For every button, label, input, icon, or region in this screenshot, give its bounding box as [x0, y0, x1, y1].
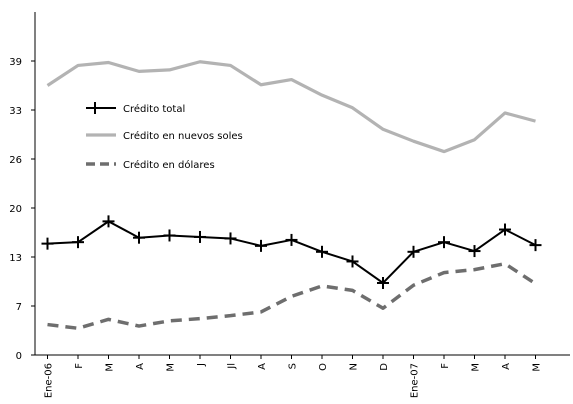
x-tick-label: M — [471, 363, 482, 372]
legend: Crédito total Crédito en nuevos soles Créd… — [86, 102, 243, 171]
legend-item-1: Crédito en nuevos soles — [86, 130, 243, 142]
data-point-marker — [438, 236, 450, 249]
legend-label: Crédito total — [123, 103, 185, 115]
data-point-marker — [346, 255, 359, 268]
data-point-marker — [468, 245, 481, 258]
data-point-marker — [529, 239, 542, 252]
legend-label: Crédito en dólares — [123, 159, 215, 171]
data-point-marker — [316, 245, 328, 258]
x-tick-label: A — [135, 363, 146, 370]
x-tick-label: A — [257, 363, 268, 370]
y-tick-label: 26 — [9, 155, 22, 166]
legend-label: Crédito en nuevos soles — [123, 130, 243, 142]
y-tick-label: 0 — [16, 351, 22, 362]
data-point-marker — [102, 215, 115, 228]
data-point-marker — [224, 232, 237, 245]
x-tick-label: Ene-07 — [410, 363, 421, 398]
data-point-marker — [194, 230, 206, 243]
data-point-marker — [285, 233, 298, 246]
series-line-0 — [47, 220, 536, 284]
legend-item-2: Crédito en dólares — [86, 159, 215, 171]
data-point-marker — [255, 239, 267, 252]
data-point-marker — [377, 276, 389, 289]
y-axis: 0 7 13 20 26 33 39 — [9, 12, 36, 362]
data-point-marker — [133, 231, 145, 244]
x-tick-label: M — [532, 363, 543, 372]
x-tick-label: Ene-06 — [44, 363, 55, 398]
legend-item-0: Crédito total — [86, 102, 185, 115]
x-tick-label: A — [501, 363, 512, 370]
x-tick-label: S — [288, 363, 299, 369]
data-point-marker — [499, 223, 511, 236]
y-tick-label: 7 — [16, 302, 22, 313]
series-line-2 — [47, 261, 537, 331]
x-tick-label: M — [166, 363, 177, 372]
x-tick-label: O — [318, 363, 329, 371]
x-tick-label: D — [379, 363, 390, 371]
data-point-marker — [72, 236, 84, 249]
x-tick-label: J — [196, 363, 207, 367]
data-point-marker — [407, 245, 420, 258]
data-point-marker — [41, 237, 54, 250]
x-tick-label: F — [440, 363, 451, 369]
y-tick-label: 20 — [9, 204, 22, 215]
x-tick-label: F — [74, 363, 85, 369]
x-tick-label: M — [105, 363, 116, 372]
data-point-marker — [163, 229, 176, 242]
x-axis: Ene-06 F M A M J Jl A S O N D Ene-07 F M A M — [35, 354, 570, 398]
x-tick-label: N — [349, 363, 360, 370]
x-tick-label: Jl — [227, 363, 238, 370]
y-tick-label: 39 — [9, 57, 22, 68]
series-line-1 — [46, 60, 536, 154]
y-tick-label: 13 — [9, 253, 22, 264]
y-tick-label: 33 — [9, 106, 22, 117]
plot-area — [41, 60, 542, 331]
